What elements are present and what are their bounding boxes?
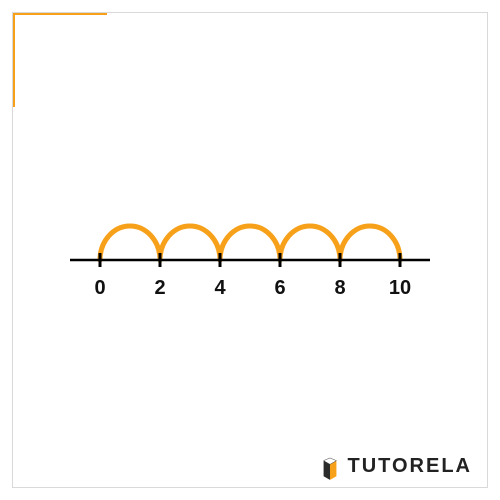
brand-text: TUTORELA [347,455,472,478]
tick-label: 6 [274,277,285,300]
jump-arc [340,226,400,260]
brand: TUTORELA [319,455,472,478]
tick-label: 0 [94,277,105,300]
jump-arc [280,226,340,260]
jump-arc [100,226,160,260]
number-line-svg [0,0,500,500]
jump-arc [220,226,280,260]
brand-icon [319,456,341,478]
tick-label: 8 [334,277,345,300]
number-line-diagram: 0 2 4 6 8 10 [0,0,500,500]
tick-label: 2 [154,277,165,300]
tick-label: 4 [214,277,225,300]
tick-label: 10 [389,277,411,300]
jump-arc [160,226,220,260]
